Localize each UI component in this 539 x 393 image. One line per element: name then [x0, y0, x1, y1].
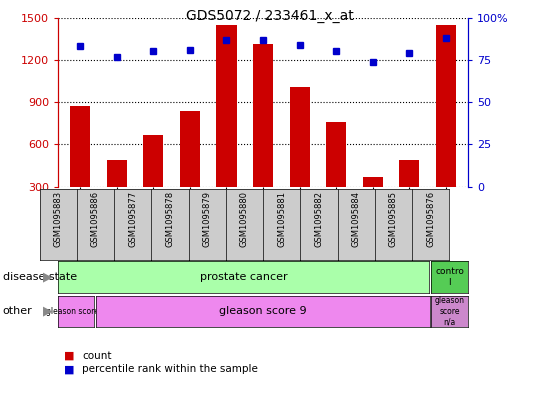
Text: contro
l: contro l — [435, 267, 464, 287]
Bar — [216, 25, 237, 187]
Text: other: other — [3, 306, 32, 316]
Text: GSM1095878: GSM1095878 — [165, 191, 175, 247]
Bar — [143, 134, 163, 187]
Text: GSM1095880: GSM1095880 — [240, 191, 249, 247]
Text: percentile rank within the sample: percentile rank within the sample — [82, 364, 258, 375]
Bar — [180, 110, 200, 187]
Bar — [289, 87, 310, 187]
Bar — [70, 107, 90, 187]
Text: GSM1095883: GSM1095883 — [54, 191, 63, 247]
Text: GSM1095884: GSM1095884 — [351, 191, 361, 247]
Text: prostate cancer: prostate cancer — [200, 272, 287, 282]
Text: gleason score 9: gleason score 9 — [219, 306, 307, 316]
Text: GDS5072 / 233461_x_at: GDS5072 / 233461_x_at — [185, 9, 354, 23]
Text: GSM1095876: GSM1095876 — [426, 191, 435, 247]
Text: ▶: ▶ — [43, 270, 53, 284]
Bar — [253, 44, 273, 187]
Text: GSM1095881: GSM1095881 — [277, 191, 286, 247]
Bar — [326, 122, 346, 187]
Text: ■: ■ — [64, 364, 74, 375]
Text: GSM1095885: GSM1095885 — [389, 191, 398, 247]
Text: count: count — [82, 351, 112, 361]
Bar — [107, 160, 127, 187]
Text: GSM1095877: GSM1095877 — [128, 191, 137, 247]
Text: ▶: ▶ — [43, 305, 53, 318]
Text: GSM1095882: GSM1095882 — [314, 191, 323, 247]
Text: gleason
score
n/a: gleason score n/a — [434, 296, 465, 326]
Bar — [399, 160, 419, 187]
Text: GSM1095879: GSM1095879 — [203, 191, 212, 247]
Text: GSM1095886: GSM1095886 — [91, 191, 100, 247]
Text: gleason score 8: gleason score 8 — [46, 307, 106, 316]
Bar — [436, 25, 456, 187]
Bar — [363, 177, 383, 187]
Text: disease state: disease state — [3, 272, 77, 282]
Text: ■: ■ — [64, 351, 74, 361]
